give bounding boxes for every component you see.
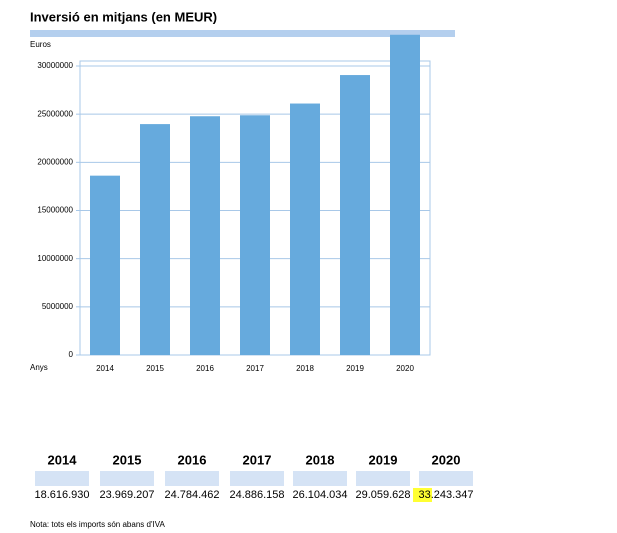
title-bar: [30, 30, 455, 37]
x-tick-label: 2015: [146, 364, 164, 373]
y-tick-label: 30000000: [37, 61, 73, 70]
table-header: 2017: [243, 452, 272, 467]
table-value: 18.616.930: [34, 489, 89, 501]
table-value: 29.059.628: [355, 489, 410, 501]
table-header: 2019: [369, 452, 398, 467]
bar: [290, 103, 320, 356]
bar: [390, 34, 420, 355]
highlight: [413, 488, 432, 502]
table-header-bar: [356, 471, 410, 486]
bar: [190, 116, 220, 356]
bar: [240, 115, 270, 356]
table-header: 2014: [48, 452, 78, 467]
table-header-bar: [293, 471, 347, 486]
chart-title: Inversió en mitjans (en MEUR): [30, 9, 217, 24]
y-tick-label: 15000000: [37, 206, 73, 215]
table-header-bar: [100, 471, 154, 486]
bar: [90, 175, 120, 355]
table-header-bar: [419, 471, 473, 486]
y-axis-label: Euros: [30, 40, 51, 49]
table-header: 2018: [306, 452, 335, 467]
x-tick-label: 2018: [296, 364, 314, 373]
table-header: 2015: [113, 452, 142, 467]
x-tick-label: 2016: [196, 364, 214, 373]
bar: [140, 124, 170, 355]
y-tick-label: 0: [69, 350, 74, 359]
y-tick-label: 25000000: [37, 109, 73, 118]
table-header-bar: [165, 471, 219, 486]
x-tick-label: 2020: [396, 364, 414, 373]
table-header: 2020: [432, 452, 461, 467]
table-header-bar: [230, 471, 284, 486]
x-tick-label: 2019: [346, 364, 364, 373]
table-header: 2016: [178, 452, 207, 467]
y-tick-label: 10000000: [37, 254, 73, 263]
bar: [340, 75, 370, 356]
y-tick-label: 5000000: [42, 302, 74, 311]
x-axis-label: Anys: [30, 363, 48, 372]
x-tick-label: 2017: [246, 364, 264, 373]
y-tick-label: 20000000: [37, 157, 73, 166]
note: Nota: tots els imports són abans d'IVA: [30, 520, 165, 529]
table-header-bar: [35, 471, 89, 486]
x-tick-label: 2014: [96, 364, 114, 373]
table-value: 23.969.207: [99, 489, 154, 501]
table-value: 24.784.462: [164, 489, 219, 501]
table-value: 26.104.034: [292, 489, 347, 501]
table-value: 24.886.158: [229, 489, 284, 501]
table-value: 33.243.347: [418, 489, 473, 501]
